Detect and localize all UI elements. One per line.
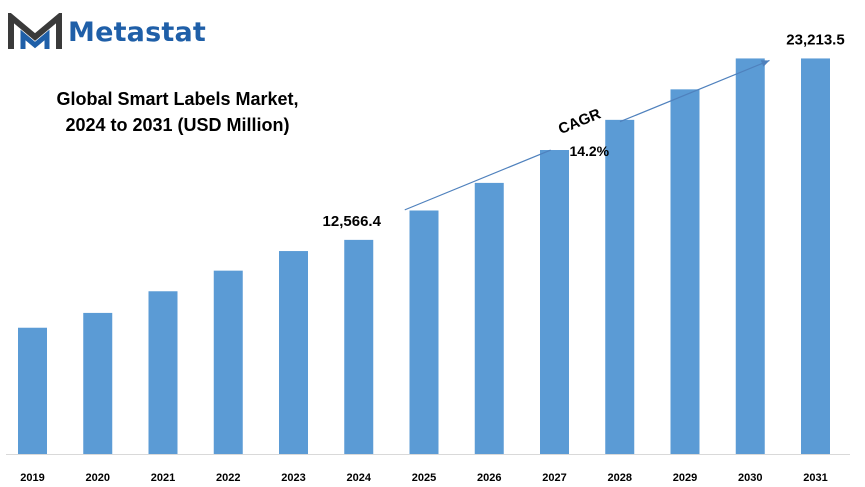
bar-2025 (409, 210, 439, 454)
bar-2026 (474, 182, 504, 454)
bar-2020 (83, 312, 113, 454)
x-tick-label-2031: 2031 (803, 472, 827, 484)
metastat-logo-icon (8, 13, 62, 49)
x-tick-label-2028: 2028 (608, 472, 632, 484)
x-tick-label-2024: 2024 (347, 472, 372, 484)
bar-2019 (18, 327, 47, 454)
x-tick-label-2030: 2030 (738, 472, 762, 484)
bar-2031 (801, 58, 830, 455)
cagr-arrow-head (760, 60, 770, 67)
x-tick-label-2025: 2025 (412, 472, 436, 484)
bar-2029 (670, 89, 700, 455)
cagr-arrow-line-1 (404, 149, 551, 211)
x-tick-label-2019: 2019 (20, 472, 44, 484)
cagr-value: 14.2% (569, 143, 609, 159)
x-tick-label-2027: 2027 (542, 472, 566, 484)
bar-2022 (213, 270, 243, 454)
x-tick-label-2029: 2029 (673, 472, 697, 484)
bar-2027 (540, 150, 569, 454)
data-label-2024: 12,566.4 (323, 213, 382, 230)
bar-2028 (605, 119, 635, 455)
cagr-label: CAGR (556, 105, 603, 138)
chart-title-line-1: Global Smart Labels Market, (56, 89, 299, 109)
bar-2023 (279, 251, 308, 454)
bar-2030 (735, 58, 765, 455)
data-label-2031: 23,213.5 (786, 31, 844, 48)
bar-2021 (148, 291, 178, 454)
x-tick-label-2023: 2023 (281, 472, 305, 484)
brand-name: Metastat (68, 16, 207, 48)
bar-2024 (344, 239, 374, 454)
chart-title: Global Smart Labels Market, 2024 to 2031… (20, 86, 335, 138)
cagr-arrow-line-2 (619, 59, 770, 123)
x-tick-label-2026: 2026 (477, 472, 501, 484)
x-tick-label-2021: 2021 (151, 472, 175, 484)
x-tick-label-2022: 2022 (216, 472, 240, 484)
x-tick-label-2020: 2020 (86, 472, 110, 484)
chart-title-line-2: 2024 to 2031 (USD Million) (65, 115, 290, 135)
logo: Metastat (8, 12, 206, 52)
